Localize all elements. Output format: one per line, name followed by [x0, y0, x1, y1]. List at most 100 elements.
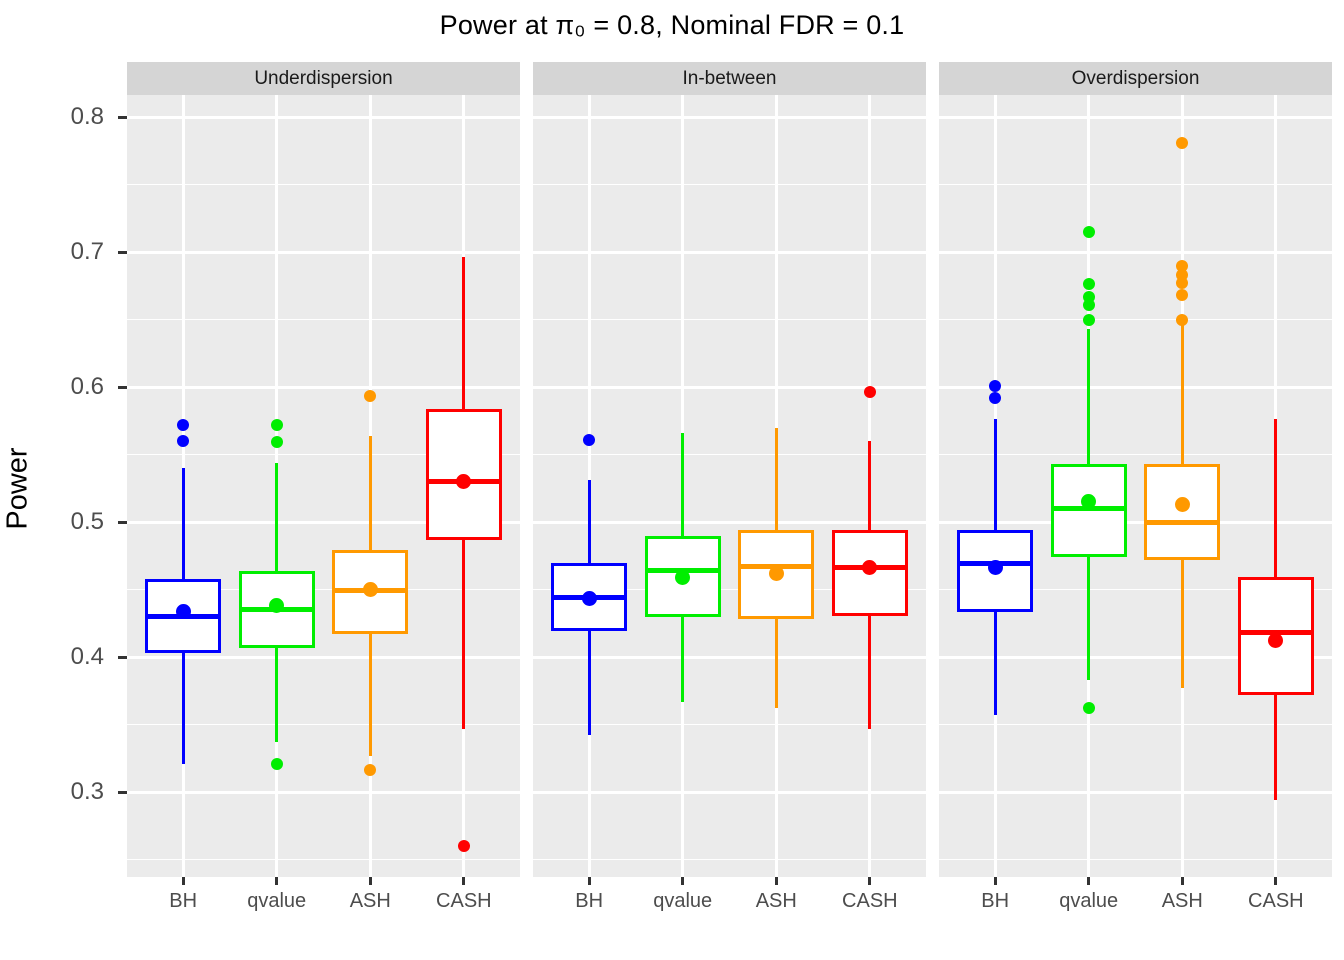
major-gridline — [939, 250, 1332, 254]
minor-gridline — [939, 453, 1332, 456]
x-tick-mark — [181, 877, 185, 885]
minor-gridline — [533, 183, 926, 186]
major-gridline — [127, 115, 520, 119]
boxplot-qvalue-outlier-point — [1082, 313, 1095, 326]
minor-gridline — [127, 588, 520, 591]
x-tick-label-bh: BH — [981, 890, 1010, 912]
x-tick-mark — [868, 877, 872, 885]
minor-gridline — [939, 858, 1332, 861]
boxplot-qvalue-mean-point — [1081, 494, 1097, 510]
boxplot-qvalue-mean-point — [269, 598, 285, 614]
boxplot-qvalue-outlier-point — [270, 436, 283, 449]
boxplot-ash-outlier-point — [1176, 259, 1189, 272]
x-tick-mark — [774, 877, 778, 885]
minor-gridline — [127, 453, 520, 456]
boxplot-ash-outlier-point — [364, 764, 377, 777]
y-tick-mark — [118, 250, 127, 254]
x-tick-label-cash: CASH — [842, 890, 898, 912]
boxplot-bh-mean-point — [175, 603, 191, 619]
boxplot-cash-outlier-point — [863, 386, 876, 399]
x-tick-mark — [587, 877, 591, 885]
x-tick-label-ash: ASH — [755, 890, 797, 912]
minor-gridline — [533, 858, 926, 861]
x-tick-label-ash: ASH — [1161, 890, 1203, 912]
major-gridline — [939, 520, 1332, 524]
major-gridline — [127, 655, 520, 659]
boxplot-cash-box — [831, 530, 908, 617]
x-tick-mark — [1274, 877, 1278, 885]
x-tick-mark — [993, 877, 997, 885]
major-gridline — [127, 250, 520, 254]
x-tick-label-cash: CASH — [436, 890, 492, 912]
boxplot-qvalue-outlier-point — [270, 418, 283, 431]
boxplot-qvalue-outlier-point — [1082, 225, 1095, 238]
minor-gridline — [127, 723, 520, 726]
boxplot-cash-mean-point — [1268, 633, 1284, 649]
facet-strip-label: Overdispersion — [1071, 67, 1200, 89]
y-tick-mark — [118, 790, 127, 794]
boxplot-cash-outlier-point — [457, 840, 470, 852]
x-tick-label-bh: BH — [575, 890, 604, 912]
boxplot-ash-outlier-point — [364, 390, 377, 403]
major-gridline — [127, 790, 520, 794]
boxplot-bh-outlier-point — [177, 418, 190, 431]
minor-gridline — [939, 723, 1332, 726]
x-tick-mark — [681, 877, 685, 885]
y-tick-label-0.5: 0.5 — [70, 508, 104, 535]
x-tick-mark — [1087, 877, 1091, 885]
minor-gridline — [533, 318, 926, 321]
boxplot-cash-mean-point — [862, 560, 878, 576]
x-tick-mark — [368, 877, 372, 885]
boxplot-qvalue-outlier-point — [1082, 298, 1095, 311]
minor-gridline — [533, 723, 926, 726]
minor-gridline — [127, 183, 520, 186]
major-gridline — [939, 790, 1332, 794]
minor-gridline — [127, 858, 520, 861]
facet-strip: Overdispersion — [939, 62, 1332, 95]
boxplot-ash-outlier-point — [1176, 277, 1189, 290]
boxplot-ash-outlier-point — [1176, 136, 1189, 149]
y-axis-title: Power — [1, 447, 34, 530]
boxplot-cash-mean-point — [456, 474, 472, 489]
boxplot-bh-outlier-point — [583, 433, 596, 446]
minor-gridline — [939, 588, 1332, 591]
y-tick-label-0.3: 0.3 — [70, 778, 104, 805]
facet-strip: Underdispersion — [127, 62, 520, 95]
minor-gridline — [939, 183, 1332, 186]
boxplot-ash-mean-point — [1174, 496, 1190, 512]
boxplot-qvalue-outlier-point — [1082, 278, 1095, 291]
y-tick-mark — [118, 655, 127, 659]
boxplot-qvalue-outlier-point — [1082, 702, 1095, 715]
major-gridline — [533, 385, 926, 389]
major-gridline — [939, 115, 1332, 119]
x-tick-label-bh: BH — [169, 890, 198, 912]
boxplot-ash-median-line — [1144, 519, 1221, 525]
major-gridline — [127, 385, 520, 389]
x-tick-label-qvalue: qvalue — [653, 890, 713, 912]
boxplot-cash-median-line — [1237, 630, 1314, 636]
boxplot-qvalue-mean-point — [675, 569, 691, 585]
facet-strip-label: Underdispersion — [254, 67, 393, 89]
major-gridline — [939, 655, 1332, 659]
facet-strip-label: In-between — [682, 67, 777, 89]
major-gridline — [533, 520, 926, 524]
panel-plot-area — [939, 95, 1332, 877]
boxplot-bh-mean-point — [581, 591, 597, 607]
y-tick-label-0.8: 0.8 — [70, 103, 104, 130]
major-gridline — [533, 790, 926, 794]
boxplot-bh-outlier-point — [989, 391, 1002, 404]
major-gridline — [533, 655, 926, 659]
panel-plot-area — [127, 95, 520, 877]
x-tick-label-qvalue: qvalue — [1059, 890, 1119, 912]
panel-plot-area — [533, 95, 926, 877]
boxplot-qvalue-outlier-point — [270, 757, 283, 770]
x-tick-label-ash: ASH — [349, 890, 391, 912]
boxplot-ash-mean-point — [768, 565, 784, 581]
minor-gridline — [533, 588, 926, 591]
x-tick-mark — [462, 877, 466, 885]
y-tick-mark — [118, 520, 127, 524]
y-tick-mark — [118, 385, 127, 389]
x-tick-label-cash: CASH — [1248, 890, 1304, 912]
boxplot-ash-mean-point — [362, 582, 378, 597]
